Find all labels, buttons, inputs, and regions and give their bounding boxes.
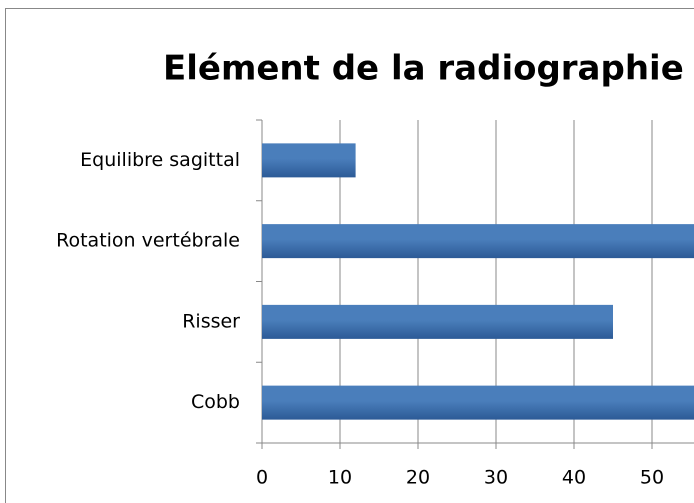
x-tick-label: 20 xyxy=(406,467,430,489)
bar xyxy=(262,224,694,259)
x-tick-label: 40 xyxy=(562,467,586,489)
y-tick-label: Cobb xyxy=(191,391,240,413)
bar xyxy=(262,304,613,339)
x-tick-label: 0 xyxy=(256,467,268,489)
x-tick-label: 30 xyxy=(484,467,508,489)
y-tick-label: Equilibre sagittal xyxy=(80,149,240,171)
x-tick-label: 10 xyxy=(328,467,352,489)
bar xyxy=(262,385,694,420)
x-tick-label: 50 xyxy=(640,467,664,489)
y-tick-label: Risser xyxy=(182,310,240,332)
chart-title: Elément de la radiographie xyxy=(163,49,684,89)
bar xyxy=(262,143,356,178)
y-tick-label: Rotation vertébrale xyxy=(56,230,240,252)
